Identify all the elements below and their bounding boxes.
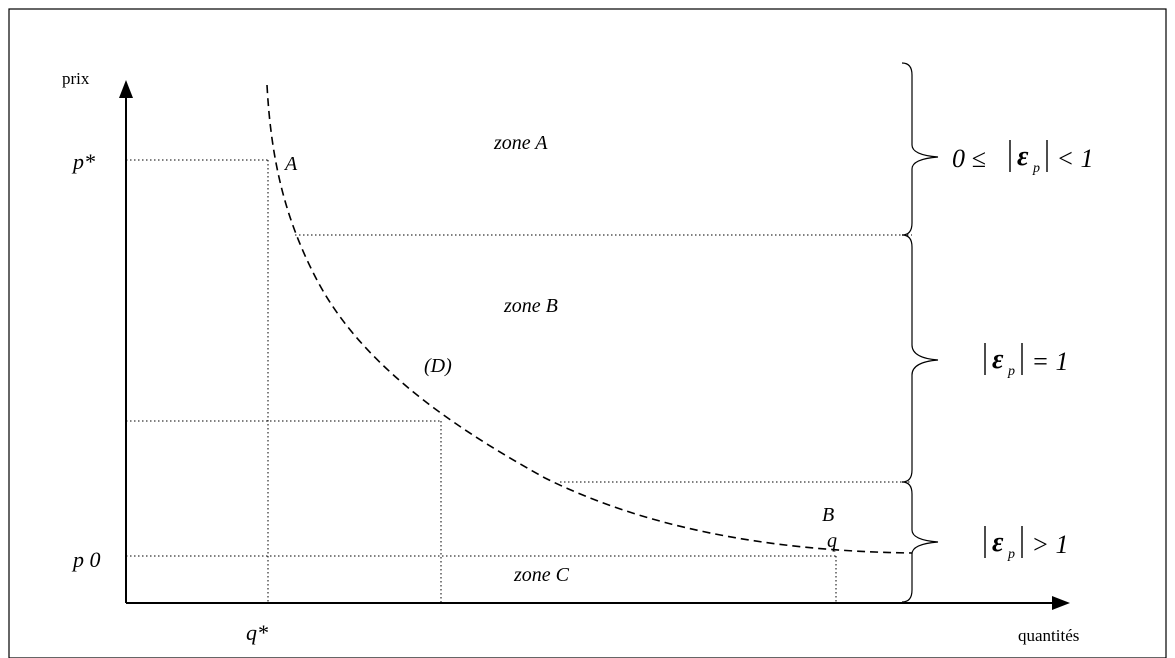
elasticity-a-sub: p (1032, 161, 1040, 176)
elasticity-zone-a: 0 ≤ ε p < 1 (952, 140, 1094, 176)
diagram-frame (8, 8, 1167, 658)
elasticity-zone-c: ε p > 1 (984, 526, 1069, 562)
brace-zone-c (901, 481, 939, 603)
y-tick-p0: p 0 (71, 547, 101, 572)
elasticity-b-sub: p (1007, 364, 1015, 379)
elasticity-b-symbol: ε (992, 344, 1004, 375)
elasticity-a-suffix: < 1 (1050, 144, 1094, 173)
zone-braces (901, 62, 939, 603)
y-tick-p-star: p* (71, 149, 95, 174)
y-axis-label: prix (62, 69, 90, 88)
point-q-label: q (827, 530, 837, 552)
zone-b-label: zone B (503, 295, 558, 317)
elasticity-a-prefix: 0 ≤ (952, 144, 992, 173)
elasticity-c-sub: p (1007, 547, 1015, 562)
elasticity-c-symbol: ε (992, 527, 1004, 558)
x-axis-label: quantités (1018, 626, 1079, 645)
elasticity-c-suffix: > 1 (1025, 530, 1069, 559)
curve-label-d: (D) (424, 355, 452, 377)
guide-lines (126, 159, 912, 603)
x-axis-arrow-icon (1052, 596, 1070, 610)
elasticity-a-symbol: ε (1017, 141, 1029, 172)
brace-zone-b (901, 234, 939, 483)
zone-a-label: zone A (493, 132, 548, 154)
y-axis-arrow-icon (119, 80, 133, 98)
elasticity-zone-b: ε p = 1 (984, 343, 1069, 379)
point-b-label: B (822, 504, 834, 526)
zone-c-label: zone C (513, 564, 570, 586)
elasticity-b-suffix: = 1 (1025, 347, 1069, 376)
point-a-label: A (283, 153, 298, 175)
demand-curve (266, 84, 913, 554)
brace-zone-a (901, 62, 939, 236)
x-tick-q-star: q* (246, 620, 268, 645)
